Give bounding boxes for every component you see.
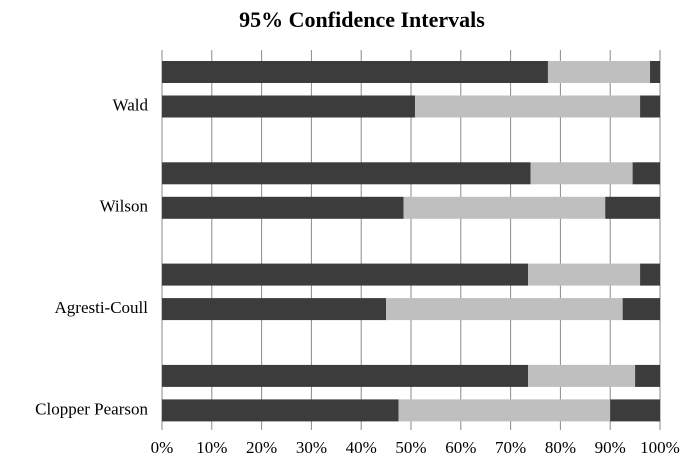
chart-title: 95% Confidence Intervals — [239, 7, 485, 32]
bar-segment — [650, 61, 660, 83]
x-tick-label: 100% — [640, 438, 680, 457]
bar-segment — [398, 399, 611, 422]
bar-segment — [610, 399, 660, 422]
x-tick-label: 60% — [445, 438, 476, 457]
x-tick-label: 90% — [595, 438, 626, 457]
x-tick-label: 20% — [246, 438, 277, 457]
bar-segment — [528, 263, 641, 286]
bar-segment — [605, 196, 660, 219]
bar-segment — [162, 61, 548, 83]
category-label: Wilson — [100, 197, 149, 216]
x-tick-label: 40% — [346, 438, 377, 457]
category-label: Clopper Pearson — [35, 399, 148, 418]
bar-segment — [162, 364, 529, 387]
x-tick-label: 10% — [196, 438, 227, 457]
bar-segment — [635, 364, 660, 387]
x-tick-label: 50% — [395, 438, 426, 457]
bar-segment — [622, 298, 660, 321]
bar-segment — [530, 162, 633, 185]
bar-segment — [162, 196, 404, 219]
bar-segment — [547, 61, 651, 83]
bar-segment — [162, 95, 415, 118]
bar-segment — [528, 364, 636, 387]
category-label: Agresti-Coull — [55, 298, 149, 317]
x-tick-label: 30% — [296, 438, 327, 457]
bar-segment — [386, 298, 623, 321]
x-tick-label: 70% — [495, 438, 526, 457]
bar-segment — [162, 263, 529, 286]
x-tick-label: 0% — [151, 438, 174, 457]
category-label: Wald — [113, 95, 149, 114]
x-tick-label: 80% — [545, 438, 576, 457]
bar-segment — [162, 399, 399, 422]
bar-segment — [403, 196, 606, 219]
bar-segment — [640, 263, 660, 286]
bar-segment — [162, 298, 387, 321]
bar-segment — [162, 162, 531, 185]
bar-segment — [632, 162, 660, 185]
bar-segment — [414, 95, 641, 118]
bar-segment — [640, 95, 660, 118]
